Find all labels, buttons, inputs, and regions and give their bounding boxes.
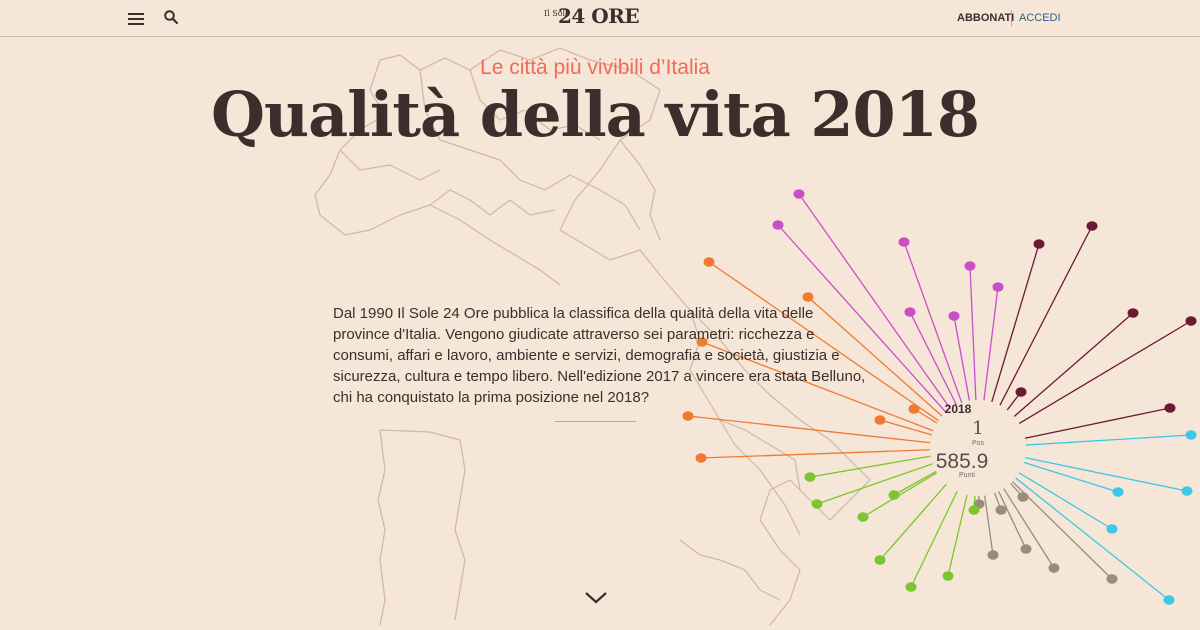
burst-spoke [1013, 312, 1134, 417]
burst-spoke [708, 261, 939, 422]
burst-spoke [991, 243, 1040, 403]
burst-spoke [700, 449, 931, 459]
burst-spoke [807, 296, 943, 417]
burst-spoke [998, 491, 1027, 550]
hub-score-label: Punti [959, 472, 975, 479]
burst-spoke [1018, 472, 1113, 530]
burst-dot[interactable] [1127, 308, 1139, 318]
burst-dot[interactable] [942, 571, 954, 581]
burst-dot[interactable] [857, 512, 869, 522]
burst-spoke [1024, 407, 1171, 439]
logo-small-text: Il Sole [544, 9, 570, 18]
burst-spoke [777, 224, 947, 413]
burst-dot[interactable] [1185, 430, 1197, 440]
burst-dot[interactable] [987, 550, 999, 560]
burst-dot[interactable] [948, 311, 960, 321]
burst-spoke [910, 490, 958, 588]
burst-dot[interactable] [874, 415, 886, 425]
burst-spoke [1024, 457, 1188, 492]
page-kicker: Le città più vivibili d’Italia [480, 56, 710, 79]
burst-spoke [903, 241, 963, 404]
burst-dot[interactable] [1017, 492, 1029, 502]
page-title: Qualità della vita 2018 [211, 78, 980, 151]
burst-dot[interactable] [1163, 595, 1175, 605]
burst-dot[interactable] [908, 404, 920, 414]
burst-dot[interactable] [1033, 239, 1045, 249]
burst-spoke [798, 193, 951, 410]
menu-icon[interactable] [128, 11, 144, 25]
top-navigation-bar: Il Sole 24 ORE ABBONATI ACCEDI [0, 0, 1200, 37]
burst-dot[interactable] [1164, 403, 1176, 413]
hub-position-label: Pos [971, 440, 985, 447]
burst-dot[interactable] [696, 337, 708, 347]
burst-dot[interactable] [964, 261, 976, 271]
burst-spoke [1023, 461, 1119, 493]
login-link[interactable]: ACCEDI [1019, 12, 1061, 24]
burst-spoke [809, 455, 931, 478]
burst-dot[interactable] [804, 472, 816, 482]
nav-divider [1011, 10, 1012, 26]
burst-spoke [1003, 488, 1055, 569]
intro-divider [555, 421, 636, 422]
burst-dot[interactable] [904, 307, 916, 317]
burst-dot[interactable] [811, 499, 823, 509]
burst-dot[interactable] [905, 582, 917, 592]
burst-dot[interactable] [968, 505, 980, 515]
burst-spoke [953, 315, 971, 401]
burst-dot[interactable] [1185, 316, 1197, 326]
burst-dot[interactable] [1086, 221, 1098, 231]
hub-circle [930, 400, 1026, 496]
burst-spoke [893, 470, 937, 496]
burst-dot[interactable] [1106, 574, 1118, 584]
subscribe-link[interactable]: ABBONATI [957, 12, 1015, 24]
burst-spoke [879, 483, 947, 561]
burst-dot[interactable] [1106, 524, 1118, 534]
burst-dot[interactable] [898, 237, 910, 247]
burst-dot[interactable] [802, 292, 814, 302]
burst-dot[interactable] [1181, 486, 1193, 496]
burst-spoke [816, 463, 933, 505]
hub-position: 1 [972, 418, 984, 439]
burst-spoke [879, 419, 933, 436]
burst-spoke [687, 415, 931, 444]
burst-dot[interactable] [682, 411, 694, 421]
burst-dot[interactable] [874, 555, 886, 565]
burst-spoke [999, 225, 1093, 406]
chevron-down-icon[interactable] [583, 588, 609, 606]
burst-spoke [1011, 481, 1113, 580]
burst-dot[interactable] [1048, 563, 1060, 573]
burst-spoke [1018, 320, 1192, 424]
burst-dot[interactable] [793, 189, 805, 199]
burst-spoke [1015, 477, 1170, 601]
burst-dot[interactable] [772, 220, 784, 230]
hub-year: 2018 [944, 402, 972, 416]
burst-spoke [862, 472, 938, 518]
burst-spoke [984, 495, 994, 556]
burst-spoke [969, 265, 977, 401]
hub-score: 585.9 [935, 450, 989, 473]
burst-spoke [983, 286, 999, 401]
burst-spoke [909, 311, 958, 406]
logo-main-text: 24 ORE [558, 4, 640, 28]
burst-spoke [1025, 434, 1192, 446]
burst-dot[interactable] [995, 505, 1007, 515]
burst-dot[interactable] [992, 282, 1004, 292]
burst-dot[interactable] [1020, 544, 1032, 554]
burst-spoke [701, 341, 934, 432]
burst-dot[interactable] [1015, 387, 1027, 397]
burst-spoke [947, 494, 968, 577]
intro-paragraph: Dal 1990 Il Sole 24 Ore pubblica la clas… [333, 305, 866, 406]
search-icon[interactable] [163, 9, 179, 25]
burst-dot[interactable] [695, 453, 707, 463]
burst-dot[interactable] [703, 257, 715, 267]
burst-dot[interactable] [1112, 487, 1124, 497]
